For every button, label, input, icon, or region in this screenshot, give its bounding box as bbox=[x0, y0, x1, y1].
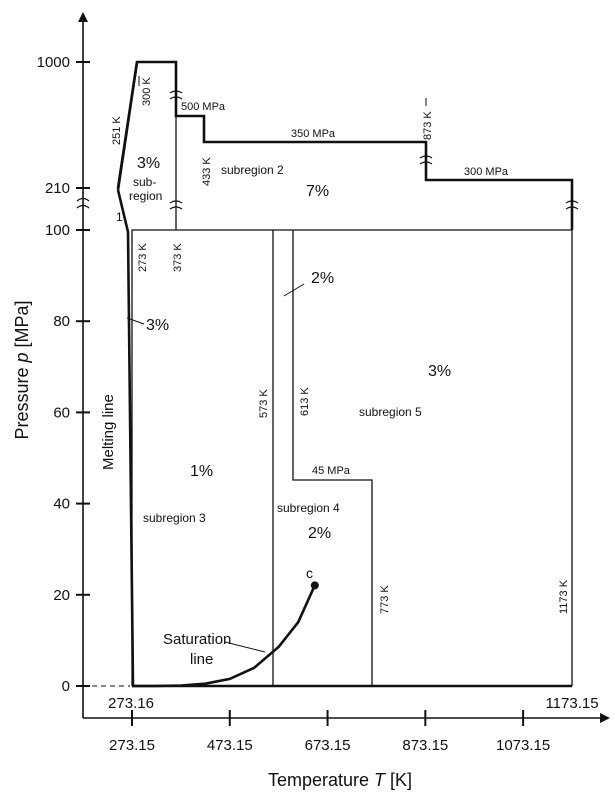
subregion5-pct: 3% bbox=[428, 363, 451, 380]
y-axis-break-upper bbox=[76, 197, 90, 202]
boundary-45mpa bbox=[292, 230, 373, 686]
y-tick-label: 100 bbox=[45, 222, 70, 239]
critical-point-label: c bbox=[306, 565, 313, 581]
melting-line bbox=[116, 189, 135, 687]
label-873k: 873 K bbox=[422, 111, 434, 140]
x-label-1173: 1173.15 bbox=[545, 695, 598, 712]
y-axis-break-lower bbox=[76, 204, 90, 209]
y-ticks: 0 20 40 60 80 100 210 1000 bbox=[37, 54, 90, 695]
subregion1-region: region bbox=[129, 189, 162, 203]
x-tick-label: 1073.15 bbox=[496, 737, 550, 754]
x-tick-label: 473.15 bbox=[207, 737, 253, 754]
outer-boundary bbox=[131, 229, 573, 686]
label-500mpa: 500 MPa bbox=[181, 101, 226, 113]
y-tick-label: 60 bbox=[53, 404, 70, 421]
critical-point bbox=[310, 581, 319, 590]
saturation-line bbox=[132, 584, 316, 688]
label-300mpa: 300 MPa bbox=[464, 166, 509, 178]
x-label-triple-point: 273.16 bbox=[108, 695, 154, 712]
label-773k: 773 K bbox=[379, 585, 391, 614]
saturation-label-2: line bbox=[190, 651, 213, 668]
label-1173k: 1173 K bbox=[558, 579, 570, 614]
subregion4-pct: 2% bbox=[308, 525, 331, 542]
y-axis-title: Pressure p [MPa] bbox=[12, 300, 32, 439]
y-tick-label: 40 bbox=[53, 496, 70, 513]
melting-line-high bbox=[116, 61, 139, 191]
saturation-label-1: Saturation bbox=[163, 631, 231, 648]
break-marks bbox=[169, 90, 579, 210]
subregion2-pct: 7% bbox=[306, 183, 329, 200]
x-tick-label: 673.15 bbox=[305, 737, 351, 754]
subregion3-name: subregion 3 bbox=[143, 511, 206, 525]
label-350mpa: 350 MPa bbox=[291, 128, 336, 140]
label-300k: 300 K bbox=[141, 77, 153, 106]
y-tick-label: 20 bbox=[53, 587, 70, 604]
x-ticks: 273.15 473.15 673.15 873.15 1073.15 bbox=[109, 710, 550, 754]
label-251k: 251 K bbox=[111, 116, 123, 145]
x-axis-title: Temperature T [K] bbox=[268, 770, 412, 790]
subregion1-pct: 3% bbox=[137, 155, 160, 172]
saturation-leader bbox=[224, 641, 266, 653]
y-tick-label: 80 bbox=[53, 313, 70, 330]
subregion1-sub: sub- bbox=[133, 175, 156, 189]
y-tick-label: 210 bbox=[45, 180, 70, 197]
subregion5-name: subregion 5 bbox=[359, 405, 422, 419]
label-45mpa: 45 MPa bbox=[312, 465, 351, 477]
y-tick-label: 1000 bbox=[37, 54, 70, 71]
subregion4-name: subregion 4 bbox=[277, 501, 340, 515]
melting-line-label: Melting line bbox=[100, 394, 117, 470]
subregion1-num: 1 bbox=[116, 210, 123, 224]
label-273k: 273 K bbox=[137, 243, 149, 272]
subregion2-name: subregion 2 bbox=[221, 163, 284, 177]
melting-pct: 3% bbox=[146, 317, 169, 334]
melting-line-251k-dashed bbox=[117, 171, 121, 189]
subregion45-leader bbox=[283, 283, 305, 297]
y-tick-label: 0 bbox=[62, 678, 70, 695]
label-613k: 613 K bbox=[299, 387, 311, 416]
label-573k: 573 K bbox=[258, 389, 270, 418]
subregion3-pct: 1% bbox=[190, 463, 213, 480]
subregion45-pct: 2% bbox=[311, 270, 334, 287]
high-pressure-boundary bbox=[116, 60, 574, 230]
x-tick-label: 273.15 bbox=[109, 737, 155, 754]
melting-pct-leader bbox=[126, 317, 145, 325]
label-433k: 433 K bbox=[201, 157, 213, 186]
x-tick-label: 873.15 bbox=[402, 737, 448, 754]
label-373k: 373 K bbox=[172, 243, 184, 272]
